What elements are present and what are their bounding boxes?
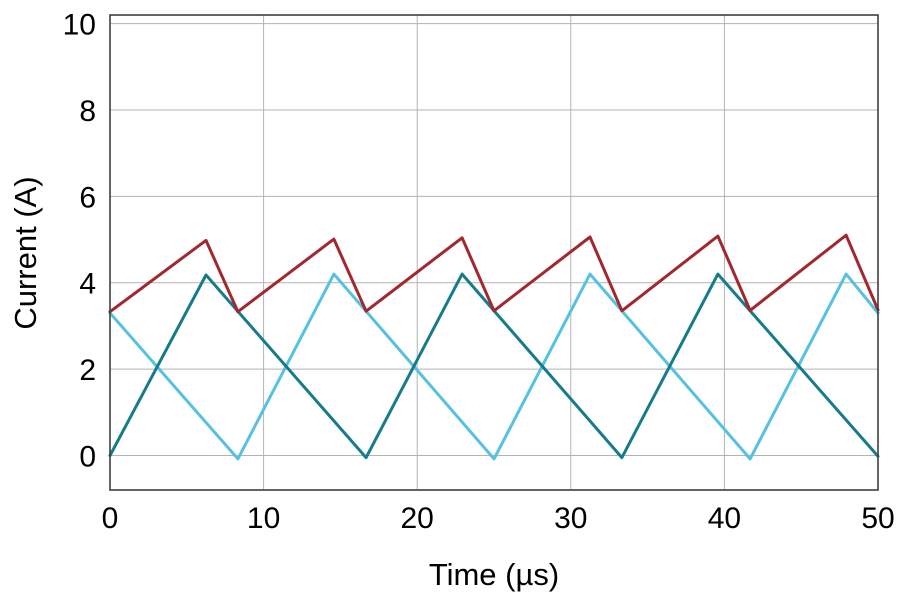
plot-area: 0 10 20 30 40 50 0 2 4 6 8 10 <box>63 9 895 535</box>
teal-trace <box>108 272 880 460</box>
x-tick-label: 30 <box>554 502 587 535</box>
plot-border <box>109 14 879 491</box>
y-tick-label: 4 <box>79 268 96 301</box>
y-tick-label: 6 <box>79 181 96 214</box>
y-tick-label: 2 <box>79 354 96 387</box>
red-trace <box>108 233 880 314</box>
x-tick-label: 40 <box>708 502 741 535</box>
y-tick-label: 10 <box>63 9 96 42</box>
y-tick-label: 0 <box>79 440 96 473</box>
x-tick-label: 0 <box>102 502 119 535</box>
x-tick-label: 50 <box>861 502 894 535</box>
y-tick-label: 8 <box>79 95 96 128</box>
x-axis-label: Time (µs) <box>429 557 559 592</box>
x-tick-label: 20 <box>401 502 434 535</box>
x-tick-label: 10 <box>247 502 280 535</box>
y-axis-label: Current (A) <box>8 176 43 329</box>
